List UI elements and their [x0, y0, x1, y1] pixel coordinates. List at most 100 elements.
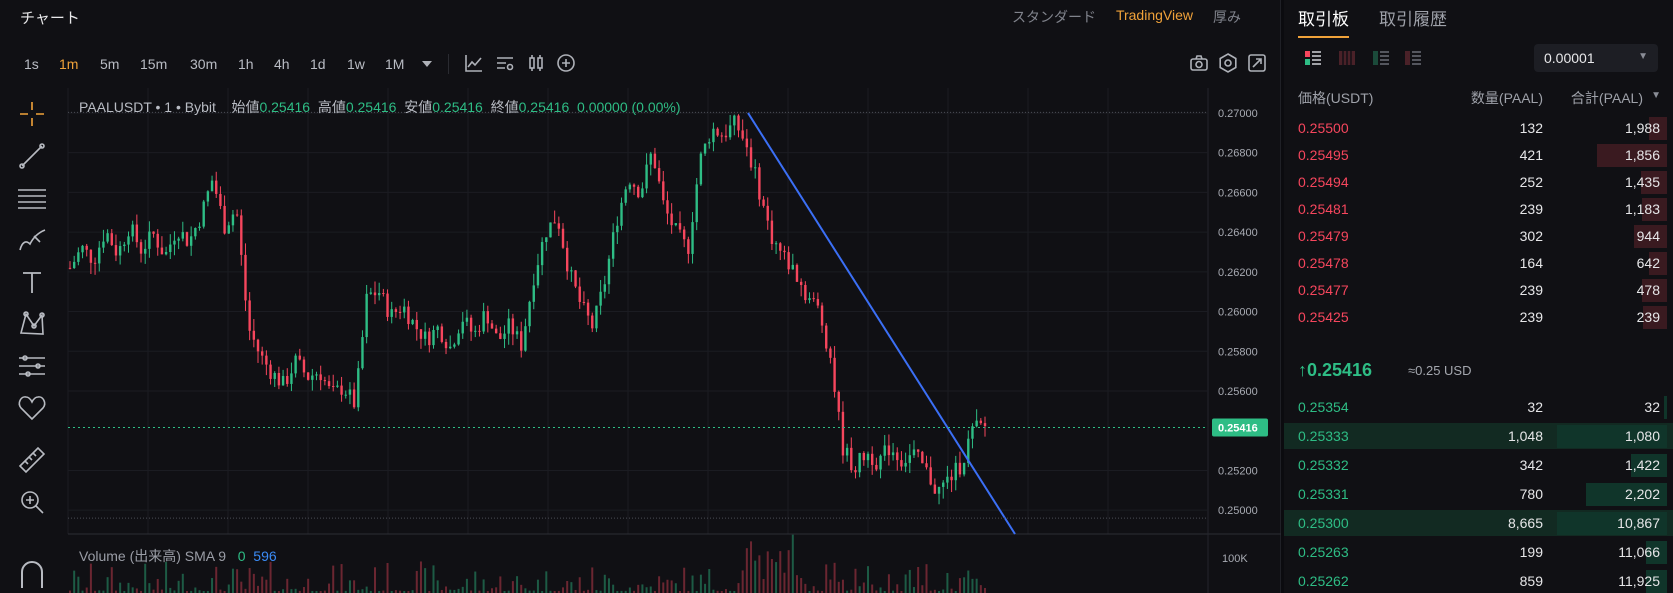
volume-bar: [687, 590, 690, 593]
volume-bar: [503, 590, 506, 593]
tab-orderbook[interactable]: 取引板: [1298, 10, 1349, 29]
timeframe-30m[interactable]: 30m: [190, 56, 218, 72]
zoom-icon[interactable]: [14, 484, 50, 520]
favorite-icon[interactable]: [14, 390, 50, 426]
candle-body: [695, 184, 698, 223]
bid-row[interactable]: 0.25263 199 11,066: [1284, 539, 1673, 565]
candle-body: [666, 200, 669, 214]
candle-body: [703, 143, 707, 154]
indicators-icon[interactable]: [463, 52, 485, 74]
candle-body: [440, 326, 444, 342]
volume-bar: [231, 568, 234, 593]
volume-bar: [369, 590, 372, 593]
view-tab-standard[interactable]: スタンダード: [1011, 9, 1096, 25]
crosshair-icon[interactable]: [14, 96, 50, 132]
ask-row[interactable]: 0.25478 164 642: [1284, 250, 1673, 276]
pattern-icon[interactable]: [14, 306, 50, 342]
volume-bar: [403, 590, 406, 593]
view-tab-tradingview[interactable]: TradingView: [1115, 7, 1193, 23]
timeframe-5m[interactable]: 5m: [100, 56, 120, 72]
volume-bar: [311, 590, 314, 593]
timeframe-1M[interactable]: 1M: [385, 56, 405, 72]
volume-bar: [348, 580, 351, 593]
ask-row[interactable]: 0.25481 239 1,183: [1284, 196, 1673, 222]
timeframe-1s[interactable]: 1s: [24, 56, 39, 72]
timeframe-1m[interactable]: 1m: [59, 56, 79, 72]
ask-qty: 302: [1519, 228, 1543, 244]
volume-bar: [465, 578, 468, 593]
asks-only-icon[interactable]: [1338, 49, 1356, 67]
volume-bar: [892, 590, 895, 593]
total-header[interactable]: 合計(PAAL): [1570, 90, 1643, 106]
candle-body: [975, 420, 978, 427]
dropdown-icon[interactable]: [416, 52, 438, 74]
volume-bar: [507, 590, 510, 593]
depth-bar: [1643, 306, 1667, 329]
add-icon[interactable]: [555, 52, 577, 74]
volume-bar: [194, 587, 197, 593]
text-icon[interactable]: [14, 264, 50, 300]
brush-icon[interactable]: [14, 222, 50, 258]
y-tick-label: 0.26000: [1218, 307, 1258, 319]
price-chart[interactable]: 0.27000 0.26800 0.26600 0.26400 0.26200 0.260…: [0, 82, 1281, 593]
bid-row[interactable]: 0.25300 8,665 10,867: [1284, 510, 1673, 536]
both-sides-icon[interactable]: [1304, 49, 1322, 67]
magnet-icon[interactable]: [14, 554, 50, 590]
template-icon[interactable]: [494, 52, 516, 74]
timeframe-1w[interactable]: 1w: [347, 56, 365, 72]
candle-body: [68, 267, 72, 269]
ask-row[interactable]: 0.25479 302 944: [1284, 223, 1673, 249]
volume-bar: [198, 590, 201, 593]
timeframe-4h[interactable]: 4h: [274, 56, 290, 72]
ask-row[interactable]: 0.25477 239 478: [1284, 277, 1673, 303]
settings-icon[interactable]: [1217, 52, 1239, 74]
fullscreen-icon[interactable]: [1246, 52, 1268, 74]
bids-only-icon[interactable]: [1372, 49, 1390, 67]
candle-body: [311, 375, 314, 380]
precision-select[interactable]: 0.00001 ▼: [1534, 44, 1658, 72]
ask-row[interactable]: 0.25494 252 1,435: [1284, 169, 1673, 195]
depth-bar: [1646, 570, 1667, 593]
timeframe-1h[interactable]: 1h: [238, 56, 254, 72]
volume-bar: [938, 590, 941, 593]
forecast-icon[interactable]: [14, 348, 50, 384]
candle-body: [344, 394, 347, 396]
ask-row[interactable]: 0.25495 421 1,856: [1284, 142, 1673, 168]
view-tab-depth[interactable]: 厚み: [1213, 9, 1241, 25]
timeframe-1d[interactable]: 1d: [310, 56, 326, 72]
volume-bar: [879, 587, 882, 593]
bid-qty: 32: [1527, 399, 1543, 415]
volume-bar: [428, 590, 431, 593]
camera-icon[interactable]: [1188, 52, 1210, 74]
bid-row[interactable]: 0.25262 859 11,925: [1284, 568, 1673, 593]
bid-row[interactable]: 0.25331 780 2,202: [1284, 481, 1673, 507]
bid-row[interactable]: 0.25354 32 32: [1284, 394, 1673, 420]
timeframe-15m[interactable]: 15m: [140, 56, 168, 72]
asks-list-icon[interactable]: [1404, 49, 1422, 67]
volume-bar: [411, 590, 414, 593]
candle-body: [286, 376, 289, 384]
y-tick-label: 0.27000: [1218, 108, 1258, 120]
volume-bar: [867, 566, 870, 593]
volume-bar: [382, 590, 385, 593]
trendline-icon[interactable]: [14, 138, 50, 174]
candle-body: [215, 180, 218, 194]
volume-bar: [453, 589, 456, 593]
candle-body: [386, 293, 389, 317]
tab-trade-history[interactable]: 取引履歴: [1379, 10, 1447, 29]
volume-bar: [933, 589, 936, 593]
candle-type-icon[interactable]: [525, 52, 547, 74]
ruler-icon[interactable]: [14, 442, 50, 478]
ask-row[interactable]: 0.25500 132 1,988: [1284, 115, 1673, 141]
volume-bar: [587, 589, 590, 593]
volume-bar: [282, 589, 285, 593]
volume-bar: [854, 568, 857, 593]
bid-row[interactable]: 0.25332 342 1,422: [1284, 452, 1673, 478]
sort-down-icon[interactable]: ▼: [1651, 90, 1661, 101]
candle-body: [478, 330, 481, 332]
volume-bar: [766, 551, 769, 593]
bid-row[interactable]: 0.25333 1,048 1,080: [1284, 423, 1673, 449]
candle-body: [578, 286, 581, 302]
ask-row[interactable]: 0.25425 239 239: [1284, 304, 1673, 330]
fib-icon[interactable]: [14, 180, 50, 216]
